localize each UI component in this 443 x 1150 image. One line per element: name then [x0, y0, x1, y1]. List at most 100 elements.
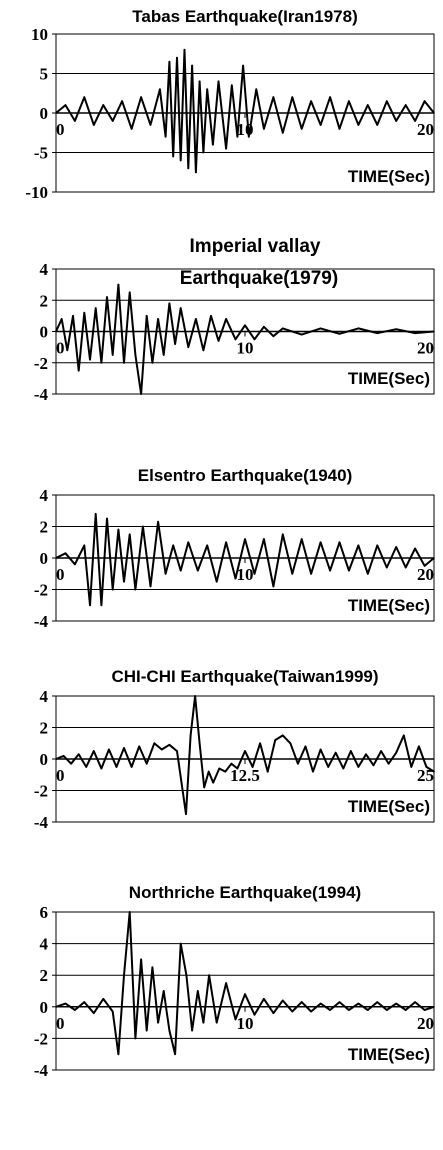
data-point	[372, 764, 375, 767]
data-point	[236, 767, 239, 770]
data-point	[386, 1009, 388, 1011]
series-line	[55, 48, 435, 174]
y-tick-label: -4	[34, 385, 49, 404]
data-point	[194, 695, 196, 697]
data-point	[291, 573, 294, 575]
data-point	[433, 330, 435, 333]
data-point	[94, 513, 97, 515]
data-point	[253, 1013, 256, 1016]
data-point	[202, 1021, 205, 1024]
data-point	[319, 541, 322, 544]
data-point	[272, 96, 275, 98]
data-point	[64, 104, 67, 106]
data-point	[334, 751, 337, 754]
y-tick-label: 4	[40, 260, 49, 279]
data-point	[77, 369, 80, 372]
data-point	[225, 318, 227, 320]
data-point	[376, 544, 379, 547]
data-point	[414, 547, 416, 550]
y-tick-label: 4	[40, 486, 49, 505]
data-point	[117, 283, 120, 286]
data-point	[206, 544, 208, 547]
chart-title: CHI-CHI Earthquake(Taiwan1999)	[111, 667, 378, 686]
data-point	[179, 307, 182, 309]
data-point	[266, 770, 269, 773]
x-tick-label: 10	[237, 1014, 254, 1033]
data-point	[404, 1009, 407, 1011]
data-point	[367, 573, 369, 575]
data-point	[197, 990, 199, 992]
y-tick-label: 2	[40, 291, 49, 310]
data-point	[338, 541, 341, 544]
data-point	[142, 525, 144, 528]
data-point	[319, 327, 322, 330]
data-point	[376, 124, 379, 126]
data-point	[185, 813, 187, 815]
data-point	[100, 604, 103, 607]
data-point	[94, 307, 97, 309]
data-point	[272, 335, 275, 338]
x-tick-label: 0	[56, 339, 65, 358]
data-point	[117, 528, 120, 531]
data-point	[55, 557, 57, 559]
data-point	[423, 100, 426, 102]
data-point	[433, 1006, 435, 1008]
data-point	[234, 338, 237, 341]
data-point	[282, 999, 284, 1002]
data-point	[433, 557, 435, 559]
data-point	[60, 318, 63, 320]
data-point	[210, 315, 212, 317]
data-point	[172, 155, 174, 158]
data-point	[157, 521, 159, 523]
data-point	[128, 291, 131, 294]
data-point	[319, 748, 322, 751]
chart-title: Northriche Earthquake(1994)	[129, 883, 361, 902]
data-point	[179, 159, 182, 162]
data-point	[151, 966, 154, 969]
data-point	[179, 569, 182, 572]
data-point	[168, 302, 171, 305]
data-point	[72, 315, 74, 317]
data-point	[185, 974, 188, 976]
data-point	[130, 766, 133, 768]
data-point	[189, 734, 192, 737]
data-point	[300, 128, 303, 130]
data-point	[253, 338, 256, 341]
y-tick-label: -2	[34, 1029, 48, 1048]
data-point	[102, 998, 105, 1000]
data-point	[153, 742, 156, 745]
data-point	[244, 750, 246, 752]
data-point	[157, 1021, 159, 1024]
data-point	[89, 358, 91, 361]
data-point	[300, 333, 303, 336]
data-point	[140, 96, 142, 98]
data-point	[244, 538, 246, 540]
data-point	[83, 96, 86, 98]
data-point	[329, 569, 331, 572]
data-point	[357, 1002, 360, 1005]
data-point	[128, 533, 131, 536]
data-point	[234, 577, 237, 580]
data-point	[123, 747, 125, 749]
data-point	[149, 124, 152, 126]
data-point	[83, 544, 86, 547]
data-point	[198, 80, 201, 83]
data-point	[348, 569, 350, 572]
data-point	[418, 745, 420, 748]
data-point	[212, 781, 214, 784]
data-point	[297, 762, 299, 765]
data-point	[151, 362, 154, 364]
data-point	[395, 328, 398, 331]
data-point	[350, 750, 352, 752]
data-point	[83, 312, 86, 314]
data-point	[218, 767, 221, 770]
data-point	[404, 104, 407, 106]
data-point	[244, 324, 246, 327]
data-point	[157, 318, 159, 320]
data-point	[111, 120, 114, 122]
data-point	[338, 333, 341, 335]
data-point	[145, 1029, 148, 1032]
data-point	[134, 588, 137, 591]
